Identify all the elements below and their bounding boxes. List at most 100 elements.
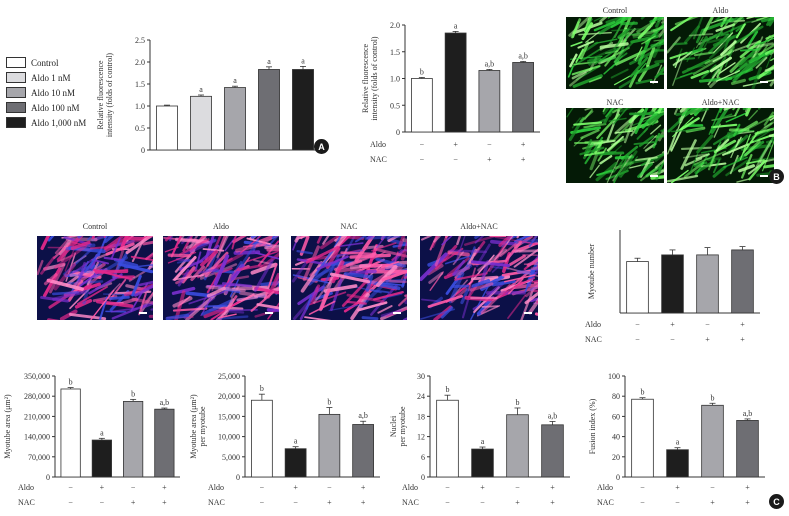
fiber: [266, 308, 279, 312]
fiber: [570, 41, 583, 47]
fiber: [763, 111, 774, 126]
legend-label: Aldo 1 nM: [31, 72, 71, 83]
fiber: [652, 132, 661, 149]
y-tick-label: 0: [141, 146, 145, 155]
fiber: [223, 298, 235, 316]
scale-bar: [650, 81, 658, 83]
scale-bar: [393, 312, 401, 314]
fiber: [711, 123, 738, 129]
condition-sign: +: [521, 155, 526, 164]
fiber: [684, 157, 703, 167]
condition-row-label: Aldo: [370, 140, 386, 149]
fiber: [110, 237, 121, 260]
fiber: [605, 108, 615, 118]
condition-sign: −: [327, 483, 332, 492]
fiber: [655, 17, 663, 28]
fiber: [764, 68, 774, 74]
fiber: [758, 43, 774, 56]
fiber: [735, 136, 742, 148]
condition-row-label: NAC: [208, 498, 225, 507]
fiber: [211, 252, 244, 272]
fiber: [599, 17, 608, 23]
fiber: [204, 236, 215, 261]
y-tick-label: 0: [236, 473, 240, 482]
y-tick-label: 70,000: [28, 453, 50, 462]
condition-sign: −: [710, 483, 715, 492]
fiber: [250, 262, 278, 275]
fiber: [742, 131, 759, 154]
micrograph-texture: [566, 108, 664, 183]
legend-swatch-aldo-10nm: [6, 87, 26, 98]
fiber: [400, 239, 407, 261]
y-tick-label: 1.5: [135, 80, 145, 89]
fiber: [569, 53, 578, 68]
fiber: [708, 109, 721, 135]
fiber: [520, 287, 535, 320]
fiber: [522, 254, 538, 256]
fiber: [698, 76, 733, 83]
fiber: [645, 46, 656, 67]
fiber: [707, 68, 720, 86]
fiber: [86, 263, 103, 273]
fiber: [588, 47, 617, 61]
fiber: [172, 274, 204, 281]
micrograph-control: [566, 17, 664, 89]
bar: [154, 408, 175, 478]
significance-label: a: [676, 438, 680, 447]
y-axis-label: Myotube number: [587, 244, 596, 300]
fiber: [349, 263, 371, 270]
fiber: [589, 164, 600, 179]
fiber: [314, 249, 334, 276]
y-axis-label-line: per myotube: [398, 406, 407, 447]
condition-sign: +: [710, 498, 715, 507]
fiber: [637, 25, 652, 40]
fiber: [588, 55, 602, 66]
fiber: [429, 271, 444, 291]
fiber: [745, 50, 773, 73]
micrograph-label: Aldo: [712, 6, 729, 15]
fiber: [641, 35, 656, 45]
fiber: [502, 281, 523, 295]
condition-sign: +: [453, 140, 458, 149]
y-tick-label: 350,000: [24, 372, 50, 381]
condition-sign: −: [640, 483, 645, 492]
fiber: [170, 236, 183, 258]
fiber: [105, 242, 135, 256]
fiber: [742, 79, 774, 87]
fiber: [441, 236, 453, 246]
fiber: [577, 40, 595, 49]
micrograph-label: Aldo: [213, 222, 229, 231]
y-axis-label-line: intensity (folds of control): [370, 36, 379, 121]
legend-label: Aldo 1,000 nM: [31, 117, 87, 128]
condition-sign: −: [675, 498, 680, 507]
fiber: [650, 124, 662, 135]
bar: [444, 32, 467, 133]
fiber: [385, 308, 407, 318]
y-tick-label: 2.0: [390, 21, 400, 30]
y-axis-label: Relative fluorescenceintensity (folds of…: [96, 53, 114, 138]
fiber: [613, 156, 628, 183]
fiber: [649, 17, 664, 24]
fiber: [723, 156, 748, 168]
fiber: [753, 127, 774, 142]
fiber: [470, 286, 489, 320]
condition-sign: +: [327, 498, 332, 507]
chart-c-myotube-number: Myotube number − − + − − + + + Aldo NAC: [585, 230, 760, 344]
fiber: [340, 251, 377, 256]
fiber: [138, 292, 147, 316]
fiber: [380, 261, 399, 269]
fiber: [304, 316, 332, 320]
fiber: [672, 59, 683, 86]
fiber: [357, 301, 388, 312]
fiber: [178, 238, 210, 256]
fiber: [710, 17, 730, 24]
fiber: [264, 244, 279, 250]
bar: [190, 95, 212, 151]
scale-bar: [265, 312, 273, 314]
fiber: [669, 121, 682, 151]
fiber: [572, 74, 603, 88]
fiber: [109, 295, 130, 301]
fiber: [470, 260, 511, 268]
fiber: [364, 236, 402, 240]
significance-label: a,b: [743, 409, 753, 418]
